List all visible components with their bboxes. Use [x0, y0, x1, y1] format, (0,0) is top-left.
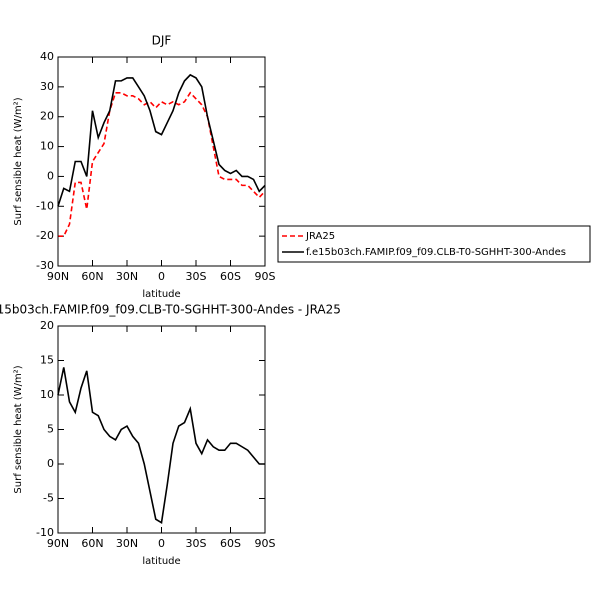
y-tick-label: 15 — [40, 354, 54, 367]
series-line — [57, 73, 266, 207]
y-axis-label: Surf sensible heat (W/m²) — [13, 97, 24, 225]
y-tick-label: 40 — [40, 50, 54, 63]
x-tick-label: 60N — [81, 537, 103, 550]
y-tick-label: 0 — [47, 457, 54, 470]
y-tick-label: -10 — [36, 526, 54, 539]
y-tick-label: -30 — [36, 259, 54, 272]
y-tick-label: 10 — [40, 388, 54, 401]
x-tick-label: 0 — [158, 270, 165, 283]
plot-frame — [57, 56, 266, 267]
x-tick-label: 30N — [116, 537, 138, 550]
y-tick-label: 30 — [40, 80, 54, 93]
y-tick-label: 10 — [40, 140, 54, 153]
x-axis-label: latitude — [142, 556, 180, 567]
y-tick-label: -20 — [36, 229, 54, 242]
x-tick-label: 90S — [255, 270, 276, 283]
legend-label: JRA25 — [305, 231, 335, 242]
x-tick-label: 60S — [220, 537, 241, 550]
y-tick-label: -5 — [43, 492, 54, 505]
x-tick-label: 90S — [255, 537, 276, 550]
x-axis-label: latitude — [142, 289, 180, 300]
y-tick-label: 0 — [47, 169, 54, 182]
x-tick-label: 30S — [186, 537, 207, 550]
x-tick-label: 60N — [81, 270, 103, 283]
legend-label: f.e15b03ch.FAMIP.f09_f09.CLB-T0-SGHHT-30… — [306, 247, 566, 258]
x-tick-label: 0 — [158, 537, 165, 550]
y-tick-label: 20 — [40, 319, 54, 332]
y-tick-label: -10 — [36, 199, 54, 212]
series-line — [57, 367, 265, 524]
y-axis-label: Surf sensible heat (W/m²) — [13, 365, 24, 493]
series-line — [58, 91, 266, 237]
plot-frame — [57, 325, 266, 534]
x-tick-label: 90N — [47, 270, 69, 283]
y-tick-label: 20 — [40, 110, 54, 123]
x-tick-label: 30S — [186, 270, 207, 283]
x-tick-label: 90N — [47, 537, 69, 550]
y-tick-label: 5 — [47, 423, 54, 436]
x-tick-label: 60S — [220, 270, 241, 283]
chart-title: DJF — [152, 34, 172, 48]
x-tick-label: 30N — [116, 270, 138, 283]
legend-box — [277, 225, 591, 263]
chart-title: f.e15b03ch.FAMIP.f09_f09.CLB-T0-SGHHT-30… — [0, 303, 341, 317]
